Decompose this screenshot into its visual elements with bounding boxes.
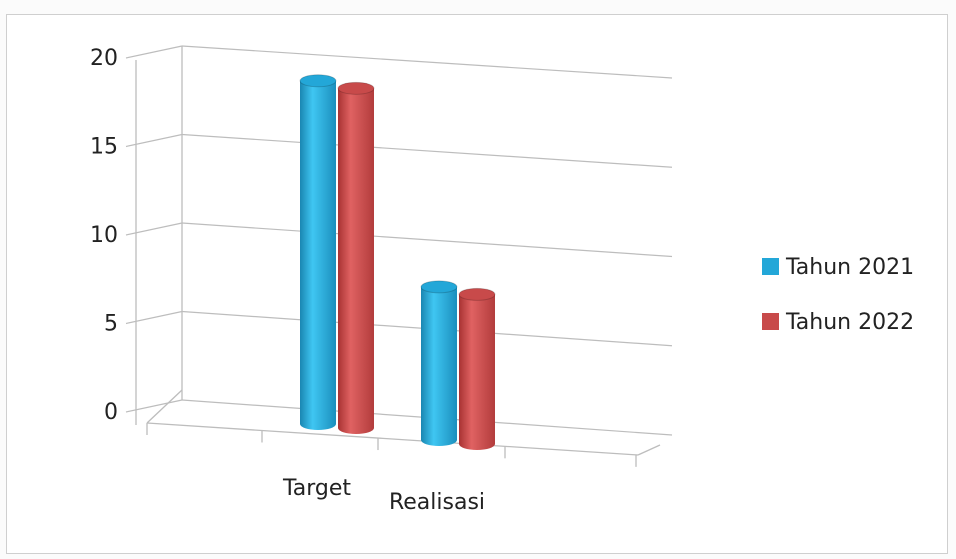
x-category-label: Target <box>282 476 351 501</box>
gridline <box>181 45 673 79</box>
bar-top <box>458 287 496 301</box>
floor-left-edge <box>146 389 183 424</box>
bar-cylinder <box>299 74 337 431</box>
gridline-side <box>125 310 183 325</box>
bar-cylinder <box>458 287 496 450</box>
y-tick-label: 5 <box>104 312 118 337</box>
x-axis-categories: Target Realisasi <box>282 476 485 515</box>
y-tick-label: 20 <box>90 46 118 71</box>
bar-top <box>420 280 458 294</box>
gridline-side <box>125 45 183 59</box>
chart-frame <box>6 14 948 554</box>
floor-front-edge <box>146 422 639 456</box>
legend: Tahun 2021 Tahun 2022 <box>762 255 914 335</box>
bar-top <box>337 81 375 95</box>
legend-swatch <box>762 313 779 330</box>
bar-cylinder <box>420 280 458 446</box>
floor-right-edge <box>637 444 661 456</box>
y-tick-label: 10 <box>90 223 118 248</box>
bar-body <box>338 88 374 434</box>
y-tick-label: 0 <box>104 400 118 425</box>
bar-cylinder <box>337 81 375 434</box>
gridlines <box>125 45 673 436</box>
gridline <box>181 222 673 258</box>
bar-top <box>299 74 337 88</box>
legend-label: Tahun 2021 <box>785 255 914 280</box>
bar-body <box>459 294 495 450</box>
bar-body <box>421 286 457 446</box>
gridline-side <box>125 133 183 148</box>
axes <box>135 46 661 467</box>
legend-label: Tahun 2022 <box>785 310 914 335</box>
bars <box>299 74 496 450</box>
bar-body <box>300 80 336 431</box>
y-tick-label: 15 <box>90 135 118 160</box>
legend-swatch <box>762 258 779 275</box>
y-axis-ticks: 0 5 10 15 20 <box>90 46 118 425</box>
gridline-side <box>125 399 183 413</box>
gridline-side <box>125 222 183 236</box>
x-category-label: Realisasi <box>389 490 485 515</box>
gridline <box>181 133 673 168</box>
